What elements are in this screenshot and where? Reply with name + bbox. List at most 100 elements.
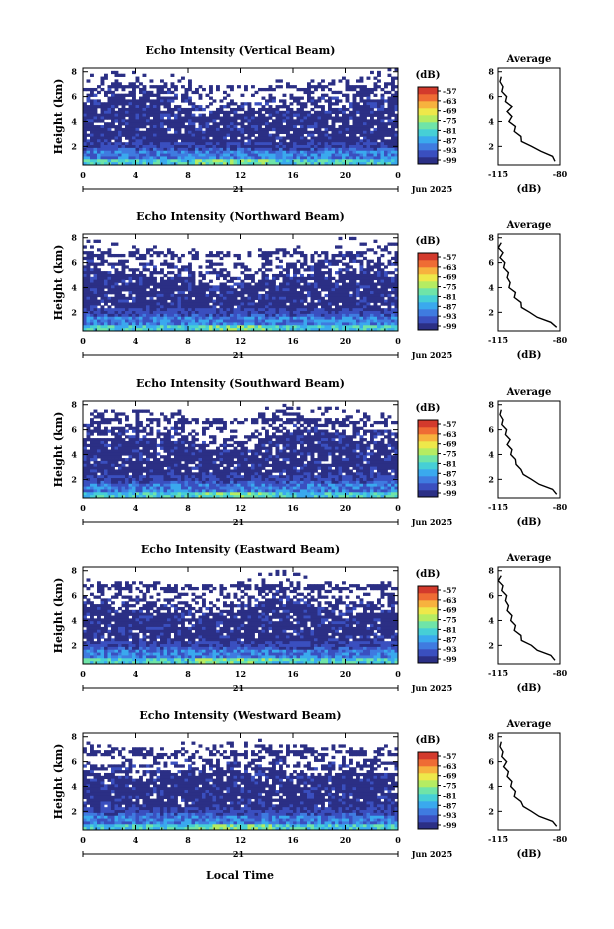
heatmap-cell xyxy=(230,311,234,315)
heatmap-cell xyxy=(174,130,178,135)
heatmap-cell xyxy=(289,299,294,303)
heatmap-cell xyxy=(265,311,269,315)
heatmap-cell xyxy=(156,443,161,448)
heatmap-cell xyxy=(132,443,136,448)
heatmap-cell xyxy=(391,296,395,301)
heatmap-cell xyxy=(363,328,367,332)
heatmap-cell xyxy=(254,325,259,329)
heatmap-cell xyxy=(170,319,175,323)
heatmap-cell xyxy=(258,142,262,146)
heatmap-cell xyxy=(142,319,147,323)
heatmap-cell xyxy=(363,273,367,278)
heatmap-cell xyxy=(167,288,171,292)
heatmap-cell xyxy=(205,145,210,149)
heatmap-cell xyxy=(286,276,290,281)
heatmap-cell xyxy=(184,90,189,95)
x-tick-label: 16 xyxy=(287,336,299,346)
heatmap-cell xyxy=(191,153,196,157)
heatmap-cell xyxy=(198,285,203,289)
heatmap-cell xyxy=(132,466,136,470)
heatmap-cell xyxy=(293,142,297,146)
heatmap-cell xyxy=(373,130,378,135)
heatmap-cell xyxy=(90,472,94,476)
heatmap-cell xyxy=(132,316,136,320)
heatmap-cell xyxy=(366,127,371,132)
heatmap-cell xyxy=(132,268,136,272)
heatmap-cell xyxy=(104,313,108,318)
heatmap-cell xyxy=(198,311,203,315)
heatmap-cell xyxy=(146,105,150,109)
heatmap-cell xyxy=(335,328,339,332)
heatmap-cell xyxy=(286,288,290,292)
x-tick-label: 0 xyxy=(80,170,86,180)
heatmap-cell xyxy=(230,102,234,106)
heatmap-cell xyxy=(212,299,217,303)
heatmap-cell xyxy=(226,142,231,146)
heatmap-cell xyxy=(135,432,140,436)
heatmap-cell xyxy=(118,322,122,326)
heatmap-cell xyxy=(391,322,395,326)
heatmap-cell xyxy=(107,248,112,252)
heatmap-cell xyxy=(296,119,301,123)
heatmap-cell xyxy=(272,273,276,278)
heatmap-cell xyxy=(195,319,199,323)
heatmap-cell xyxy=(321,325,325,329)
heatmap-cell xyxy=(167,440,171,445)
heatmap-cell xyxy=(258,268,262,272)
heatmap-cell xyxy=(380,127,385,132)
heatmap-cell xyxy=(111,113,115,117)
heatmap-cell xyxy=(352,305,357,309)
heatmap-cell xyxy=(359,105,364,109)
heatmap-cell xyxy=(223,133,227,137)
heatmap-cell xyxy=(135,486,140,490)
heatmap-cell xyxy=(202,299,206,303)
heatmap-cell xyxy=(342,145,346,149)
heatmap-cell xyxy=(352,130,357,135)
heatmap-cell xyxy=(167,472,171,476)
heatmap-cell xyxy=(226,156,231,160)
heatmap-cell xyxy=(163,478,168,482)
heatmap-cell xyxy=(93,239,98,243)
heatmap-cell xyxy=(279,248,283,252)
heatmap-cell xyxy=(97,268,101,272)
heatmap-cell xyxy=(310,147,315,152)
heatmap-cells xyxy=(83,403,399,499)
heatmap-cell xyxy=(132,296,136,301)
heatmap-cell xyxy=(275,325,280,329)
heatmap-cell xyxy=(349,145,353,149)
heatmap-cell xyxy=(303,122,308,126)
heatmap-cell xyxy=(223,162,227,166)
heatmap-cell xyxy=(167,296,171,301)
heatmap-cell xyxy=(132,299,136,303)
heatmap-cell xyxy=(146,153,150,157)
heatmap-cell xyxy=(279,319,283,323)
heatmap-cell xyxy=(328,113,332,117)
heatmap-cell xyxy=(149,480,154,485)
heatmap-cell xyxy=(86,466,91,470)
heatmap-cell xyxy=(146,458,150,462)
heatmap-cell xyxy=(128,150,133,154)
heatmap-cell xyxy=(174,296,178,301)
heatmap-cell xyxy=(160,96,164,100)
heatmap-cell xyxy=(181,153,185,157)
heatmap-cell xyxy=(153,153,157,157)
heatmap-cell xyxy=(149,276,154,281)
heatmap-cell xyxy=(90,466,94,470)
heatmap-cell xyxy=(268,113,273,117)
heatmap-cell xyxy=(310,99,315,103)
heatmap-cell xyxy=(251,162,255,166)
heatmap-cell xyxy=(107,443,112,448)
heatmap-cell xyxy=(352,271,357,275)
y-tick-label: 2 xyxy=(71,307,77,317)
heatmap-cell xyxy=(380,308,385,312)
heatmap-cell xyxy=(394,133,399,137)
heatmap-cell xyxy=(359,79,364,83)
heatmap-cell xyxy=(230,99,234,103)
heatmap-cell xyxy=(289,150,294,154)
heatmap-cell xyxy=(104,440,108,445)
heatmap-cell xyxy=(265,325,269,329)
heatmap-cell xyxy=(307,291,311,295)
heatmap-cell xyxy=(366,139,371,143)
heatmap-cell xyxy=(146,443,150,448)
heatmap-cell xyxy=(282,322,287,326)
